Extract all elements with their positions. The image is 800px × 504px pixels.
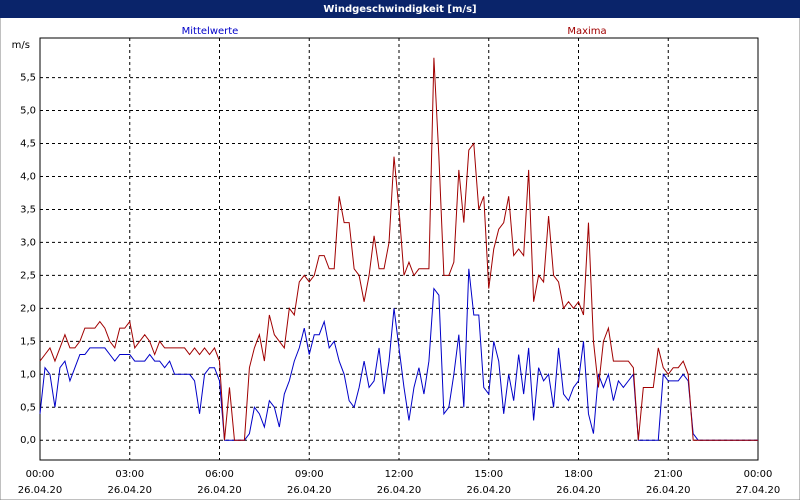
x-tick-label: 00:00	[744, 469, 773, 480]
x-tick-label: 12:00	[385, 469, 414, 480]
y-tick-label: 4,5	[20, 139, 36, 150]
y-tick-label: 2,5	[20, 270, 36, 281]
x-tick-label: 00:00	[26, 469, 55, 480]
x-tick-label: 15:00	[474, 469, 503, 480]
y-tick-label: 3,0	[20, 237, 36, 248]
legend-entry: Mittelwerte	[182, 26, 239, 37]
x-tick-label: 03:00	[115, 469, 144, 480]
title-bar	[0, 0, 800, 18]
y-unit: m/s	[12, 40, 30, 51]
chart-title: Windgeschwindigkeit [m/s]	[323, 4, 476, 15]
x-tick-label: 18:00	[564, 469, 593, 480]
y-tick-label: 5,0	[20, 106, 36, 117]
x-tick-date: 26.04.20	[556, 485, 601, 496]
x-tick-date: 26.04.20	[197, 485, 242, 496]
x-tick-date: 26.04.20	[466, 485, 511, 496]
y-tick-label: 4,0	[20, 171, 36, 182]
series-line	[39, 57, 758, 441]
y-tick-label: 1,0	[20, 369, 36, 380]
legend-entry: Maxima	[567, 26, 606, 37]
y-tick-label: 2,0	[20, 303, 36, 314]
y-tick-label: 1,5	[20, 336, 36, 347]
x-tick-date: 26.04.20	[107, 485, 152, 496]
x-tick-date: 26.04.20	[18, 485, 63, 496]
x-tick-date: 26.04.20	[287, 485, 332, 496]
x-tick-date: 26.04.20	[377, 485, 422, 496]
x-tick-label: 09:00	[295, 469, 324, 480]
x-tick-label: 21:00	[654, 469, 683, 480]
y-tick-label: 0,0	[20, 435, 36, 446]
y-tick-label: 0,5	[20, 402, 36, 413]
x-tick-label: 06:00	[205, 469, 234, 480]
x-tick-date: 27.04.20	[736, 485, 781, 496]
y-tick-label: 3,5	[20, 204, 36, 215]
x-tick-date: 26.04.20	[646, 485, 691, 496]
y-tick-label: 5,5	[20, 73, 36, 84]
